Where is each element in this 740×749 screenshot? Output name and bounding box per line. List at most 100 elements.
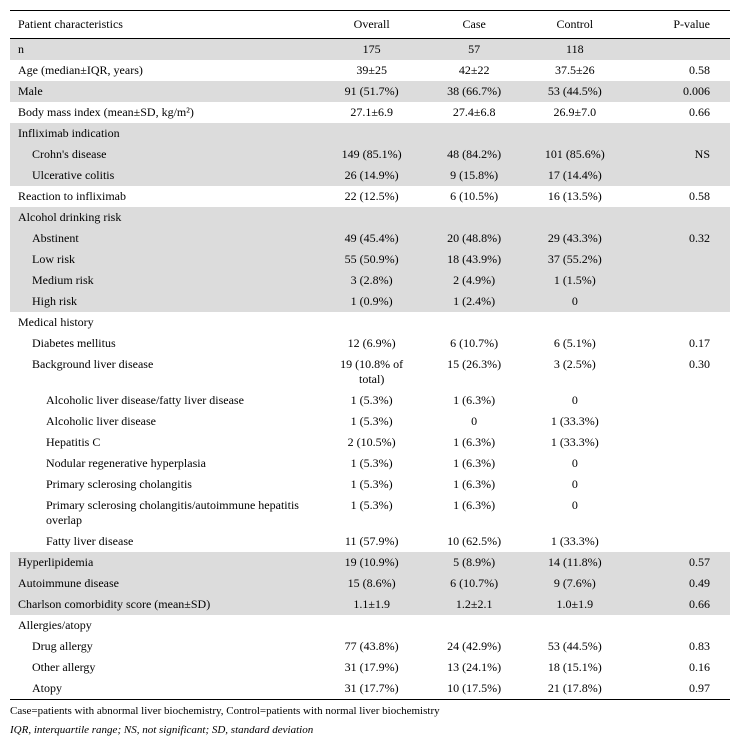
row-pvalue: 0.17 xyxy=(625,333,730,354)
row-value: 6 (10.7%) xyxy=(424,333,525,354)
row-label: n xyxy=(10,39,320,61)
row-label: Crohn's disease xyxy=(10,144,320,165)
row-label: Low risk xyxy=(10,249,320,270)
col-header-case: Case xyxy=(424,11,525,39)
row-value: 0 xyxy=(524,390,625,411)
table-row: Alcoholic liver disease/fatty liver dise… xyxy=(10,390,730,411)
table-row: Ulcerative colitis26 (14.9%)9 (15.8%)17 … xyxy=(10,165,730,186)
row-value: 57 xyxy=(424,39,525,61)
row-pvalue xyxy=(625,390,730,411)
row-pvalue: 0.83 xyxy=(625,636,730,657)
row-value: 1 (5.3%) xyxy=(320,474,424,495)
row-value: 18 (15.1%) xyxy=(524,657,625,678)
row-value: 5 (8.9%) xyxy=(424,552,525,573)
row-value: 0 xyxy=(424,411,525,432)
row-value: 1 (2.4%) xyxy=(424,291,525,312)
row-pvalue: 0.58 xyxy=(625,60,730,81)
row-value: 10 (62.5%) xyxy=(424,531,525,552)
row-value: 49 (45.4%) xyxy=(320,228,424,249)
row-value: 11 (57.9%) xyxy=(320,531,424,552)
row-pvalue xyxy=(625,165,730,186)
row-label: Hyperlipidemia xyxy=(10,552,320,573)
row-value: 22 (12.5%) xyxy=(320,186,424,207)
row-value xyxy=(524,207,625,228)
row-value: 13 (24.1%) xyxy=(424,657,525,678)
row-label: Nodular regenerative hyperplasia xyxy=(10,453,320,474)
row-value: 1.1±1.9 xyxy=(320,594,424,615)
row-pvalue xyxy=(625,123,730,144)
row-value: 0 xyxy=(524,495,625,531)
row-value: 27.4±6.8 xyxy=(424,102,525,123)
row-label: Reaction to infliximab xyxy=(10,186,320,207)
table-row: Alcoholic liver disease1 (5.3%)01 (33.3%… xyxy=(10,411,730,432)
row-value: 16 (13.5%) xyxy=(524,186,625,207)
row-value: 24 (42.9%) xyxy=(424,636,525,657)
row-value xyxy=(524,123,625,144)
row-value: 1.2±2.1 xyxy=(424,594,525,615)
table-row: Allergies/atopy xyxy=(10,615,730,636)
row-value xyxy=(524,615,625,636)
table-row: Primary sclerosing cholangitis/autoimmun… xyxy=(10,495,730,531)
row-value: 10 (17.5%) xyxy=(424,678,525,700)
row-value: 55 (50.9%) xyxy=(320,249,424,270)
row-value: 149 (85.1%) xyxy=(320,144,424,165)
row-label: Ulcerative colitis xyxy=(10,165,320,186)
row-pvalue xyxy=(625,312,730,333)
table-row: Other allergy31 (17.9%)13 (24.1%)18 (15.… xyxy=(10,657,730,678)
row-value xyxy=(320,615,424,636)
table-row: Autoimmune disease15 (8.6%)6 (10.7%)9 (7… xyxy=(10,573,730,594)
row-pvalue xyxy=(625,39,730,61)
row-value xyxy=(424,615,525,636)
col-header-pvalue: P-value xyxy=(625,11,730,39)
row-pvalue xyxy=(625,474,730,495)
row-label: Alcoholic liver disease/fatty liver dise… xyxy=(10,390,320,411)
row-value: 12 (6.9%) xyxy=(320,333,424,354)
row-value: 14 (11.8%) xyxy=(524,552,625,573)
table-row: Drug allergy77 (43.8%)24 (42.9%)53 (44.5… xyxy=(10,636,730,657)
table-row: Fatty liver disease11 (57.9%)10 (62.5%)1… xyxy=(10,531,730,552)
row-label: High risk xyxy=(10,291,320,312)
row-pvalue xyxy=(625,495,730,531)
row-value: 26.9±7.0 xyxy=(524,102,625,123)
row-value: 48 (84.2%) xyxy=(424,144,525,165)
row-value: 37.5±26 xyxy=(524,60,625,81)
row-value: 0 xyxy=(524,474,625,495)
table-row: Medical history xyxy=(10,312,730,333)
row-value: 20 (48.8%) xyxy=(424,228,525,249)
row-label: Medium risk xyxy=(10,270,320,291)
row-label: Alcoholic liver disease xyxy=(10,411,320,432)
row-pvalue xyxy=(625,291,730,312)
row-label: Primary sclerosing cholangitis xyxy=(10,474,320,495)
table-body: n17557118Age (median±IQR, years)39±2542±… xyxy=(10,39,730,700)
row-label: Alcohol drinking risk xyxy=(10,207,320,228)
row-label: Infliximab indication xyxy=(10,123,320,144)
row-value: 1 (1.5%) xyxy=(524,270,625,291)
row-value: 175 xyxy=(320,39,424,61)
row-value: 18 (43.9%) xyxy=(424,249,525,270)
row-value: 37 (55.2%) xyxy=(524,249,625,270)
row-value: 31 (17.9%) xyxy=(320,657,424,678)
row-value: 15 (26.3%) xyxy=(424,354,525,390)
row-value: 1 (33.3%) xyxy=(524,411,625,432)
table-row: Male91 (51.7%)38 (66.7%)53 (44.5%)0.006 xyxy=(10,81,730,102)
row-value: 91 (51.7%) xyxy=(320,81,424,102)
row-label: Allergies/atopy xyxy=(10,615,320,636)
col-header-overall: Overall xyxy=(320,11,424,39)
row-value: 1 (6.3%) xyxy=(424,432,525,453)
row-value: 2 (10.5%) xyxy=(320,432,424,453)
row-label: Autoimmune disease xyxy=(10,573,320,594)
row-value: 1 (6.3%) xyxy=(424,474,525,495)
footnote-definitions: Case=patients with abnormal liver bioche… xyxy=(10,700,730,719)
row-value: 1 (6.3%) xyxy=(424,495,525,531)
row-value: 21 (17.8%) xyxy=(524,678,625,700)
row-label: Abstinent xyxy=(10,228,320,249)
table-row: Alcohol drinking risk xyxy=(10,207,730,228)
row-pvalue: 0.30 xyxy=(625,354,730,390)
row-value: 0 xyxy=(524,453,625,474)
row-pvalue xyxy=(625,453,730,474)
table-header-row: Patient characteristics Overall Case Con… xyxy=(10,11,730,39)
row-pvalue: 0.66 xyxy=(625,102,730,123)
row-pvalue: 0.32 xyxy=(625,228,730,249)
row-value: 9 (15.8%) xyxy=(424,165,525,186)
table-row: Atopy31 (17.7%)10 (17.5%)21 (17.8%)0.97 xyxy=(10,678,730,700)
